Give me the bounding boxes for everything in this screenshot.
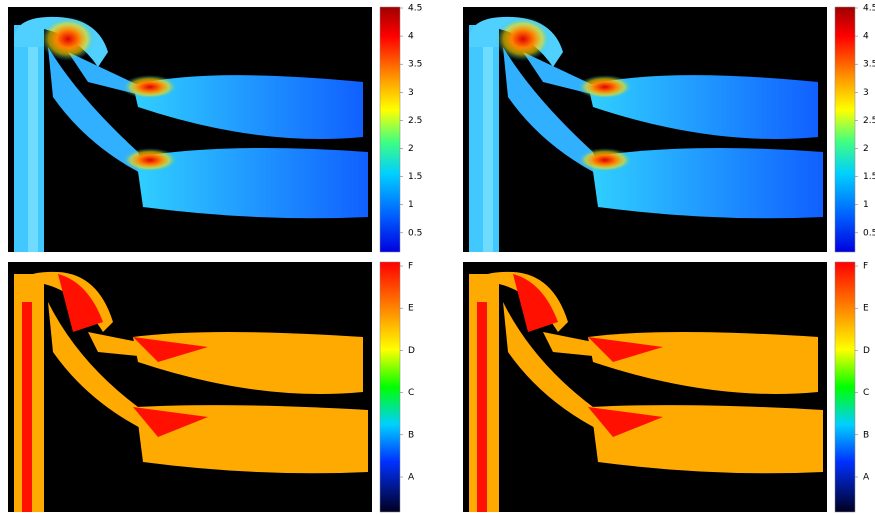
colorbar-tick-label: 3.5 (863, 60, 875, 70)
heatmap (463, 7, 827, 252)
colorbar-tick-label: B (863, 430, 869, 440)
colorbar-tick-label: C (408, 388, 414, 398)
colorbar-tick-label: 0.5 (863, 228, 875, 238)
colorbar-tick-label: 0.5 (408, 228, 422, 238)
colorbar-tick-label: E (408, 304, 414, 314)
colorbar-tick-label: E (863, 304, 869, 314)
figure: 4.5 4 3.5 3 2.5 2 1.5 1 0.5 4.5 4 3.5 3 2.5 2 1.5 1 0.5 F E… (0, 0, 875, 515)
colorbar-tick-label: F (863, 262, 868, 272)
colorbar-tick-label: 3.5 (408, 60, 422, 70)
colorbar-tick-label: C (863, 388, 869, 398)
colorbar-tick-label: A (408, 473, 415, 483)
colorbar-tick-label: 1.5 (863, 172, 875, 182)
colorbar-tick-label: 1 (408, 200, 414, 210)
colorbar (835, 262, 855, 512)
colorbar-tick-label: 3 (863, 88, 869, 98)
colorbar-tick-label: 1 (863, 200, 869, 210)
heatmap (8, 7, 372, 252)
colorbar-tick-label: D (863, 346, 870, 356)
heatmap (463, 262, 827, 512)
colorbar-tick-label: F (408, 262, 413, 272)
colorbar-tick-label: 2.5 (863, 116, 875, 126)
colorbar (380, 262, 400, 512)
colorbar-tick-label: 2 (408, 144, 414, 154)
colorbar-tick-label: 4.5 (863, 4, 875, 14)
heatmap (8, 262, 372, 512)
colorbar-tick-label: 2 (863, 144, 869, 154)
colorbar-tick-label: B (408, 430, 414, 440)
colorbar-tick-label: 4 (863, 32, 869, 42)
colorbar-tick-label: 4.5 (408, 4, 422, 14)
colorbar-tick-label: A (863, 473, 870, 483)
colorbar (835, 7, 855, 252)
colorbar-tick-label: 4 (408, 32, 414, 42)
colorbar-tick-label: 2.5 (408, 116, 422, 126)
colorbar-tick-label: D (408, 346, 415, 356)
colorbar (380, 7, 400, 252)
colorbar-tick-label: 3 (408, 88, 414, 98)
colorbar-tick-label: 1.5 (408, 172, 422, 182)
